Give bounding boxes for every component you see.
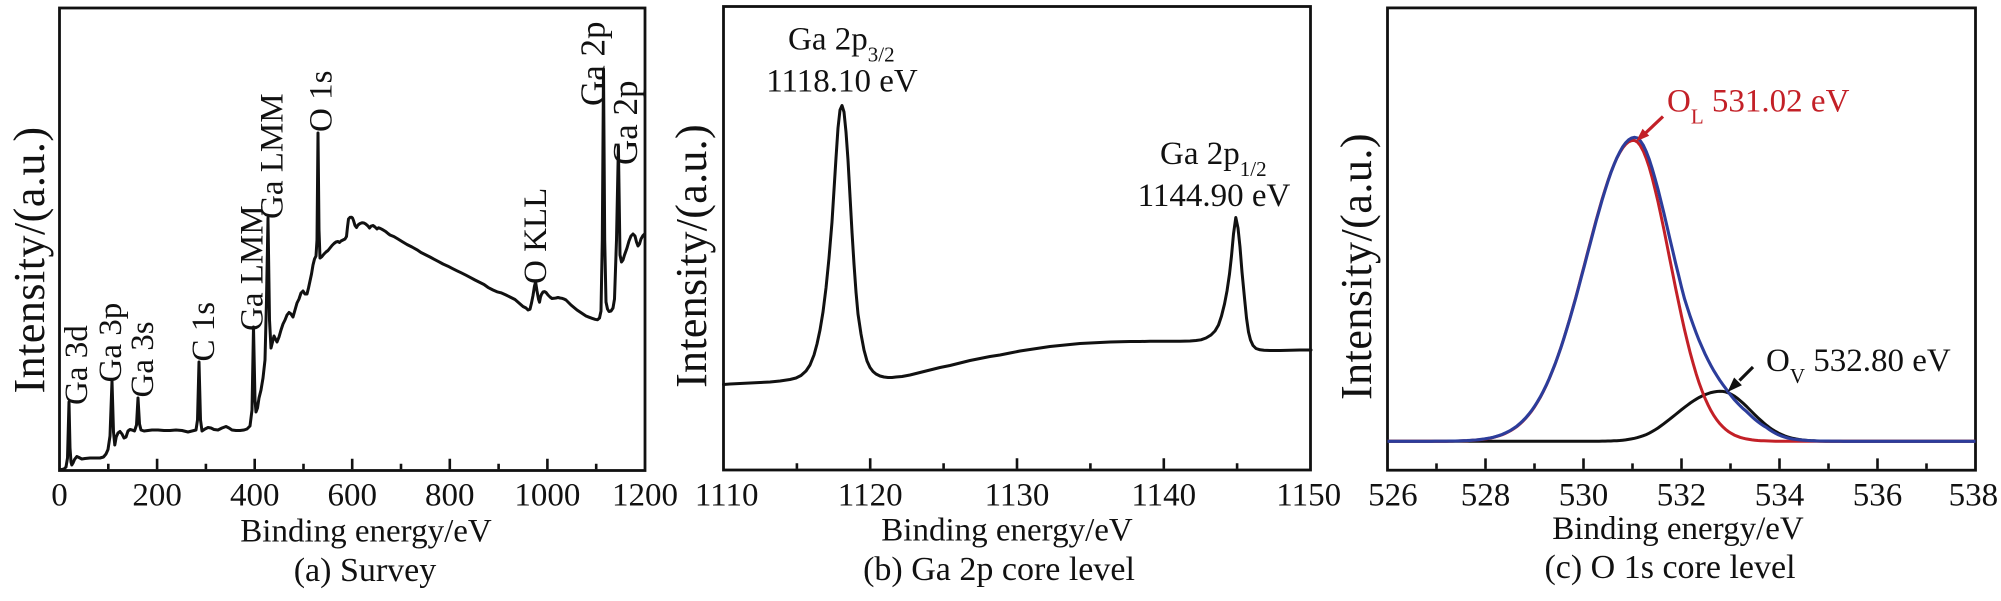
svg-text:600: 600 — [327, 478, 377, 514]
svg-text:1150: 1150 — [1276, 478, 1341, 514]
svg-text:Ga 3d: Ga 3d — [59, 325, 95, 405]
svg-text:1110: 1110 — [695, 478, 759, 514]
svg-text:O KLL: O KLL — [518, 188, 554, 284]
svg-text:1118.10 eV: 1118.10 eV — [766, 64, 918, 100]
svg-text:Ga LMM: Ga LMM — [255, 93, 291, 219]
svg-text:532: 532 — [1657, 478, 1707, 514]
svg-text:Intensity/(a.u.): Intensity/(a.u.) — [1332, 133, 1381, 400]
svg-text:Intensity/(a.u.): Intensity/(a.u.) — [5, 126, 54, 393]
svg-text:530: 530 — [1559, 478, 1609, 514]
svg-text:528: 528 — [1461, 478, 1511, 514]
svg-text:800: 800 — [425, 478, 475, 514]
svg-text:200: 200 — [132, 478, 182, 514]
svg-text:(a) Survey: (a) Survey — [294, 552, 437, 589]
svg-text:Ga LMM: Ga LMM — [235, 205, 271, 331]
svg-text:(c) O 1s core level: (c) O 1s core level — [1544, 549, 1795, 586]
svg-text:1140: 1140 — [1131, 478, 1196, 514]
svg-text:Intensity/(a.u.): Intensity/(a.u.) — [667, 124, 716, 388]
svg-text:(b) Ga 2p core level: (b) Ga 2p core level — [863, 551, 1135, 588]
svg-text:Binding energy/eV: Binding energy/eV — [881, 513, 1133, 549]
svg-text:Ga 3s: Ga 3s — [125, 321, 161, 397]
svg-text:1144.90 eV: 1144.90 eV — [1138, 178, 1291, 214]
svg-text:Ga 3p: Ga 3p — [93, 303, 129, 383]
svg-text:1120: 1120 — [838, 478, 903, 514]
svg-text:Binding energy/eV: Binding energy/eV — [1552, 511, 1804, 547]
svg-text:536: 536 — [1853, 478, 1903, 514]
svg-text:Binding energy/eV: Binding energy/eV — [240, 514, 492, 550]
svg-text:1000: 1000 — [514, 478, 580, 514]
svg-text:0: 0 — [51, 478, 68, 514]
svg-text:526: 526 — [1368, 478, 1418, 514]
svg-text:Ga 2p: Ga 2p — [574, 21, 613, 106]
svg-text:Ga 2p: Ga 2p — [606, 80, 645, 165]
svg-text:1130: 1130 — [985, 478, 1050, 514]
svg-text:538: 538 — [1949, 478, 1999, 514]
svg-text:534: 534 — [1755, 478, 1805, 514]
svg-text:O 1s: O 1s — [304, 71, 340, 132]
svg-text:C 1s: C 1s — [186, 302, 222, 362]
svg-text:1200: 1200 — [612, 478, 678, 514]
svg-text:400: 400 — [230, 478, 280, 514]
svg-text:Ga 2p3/2: Ga 2p3/2 — [788, 22, 895, 67]
